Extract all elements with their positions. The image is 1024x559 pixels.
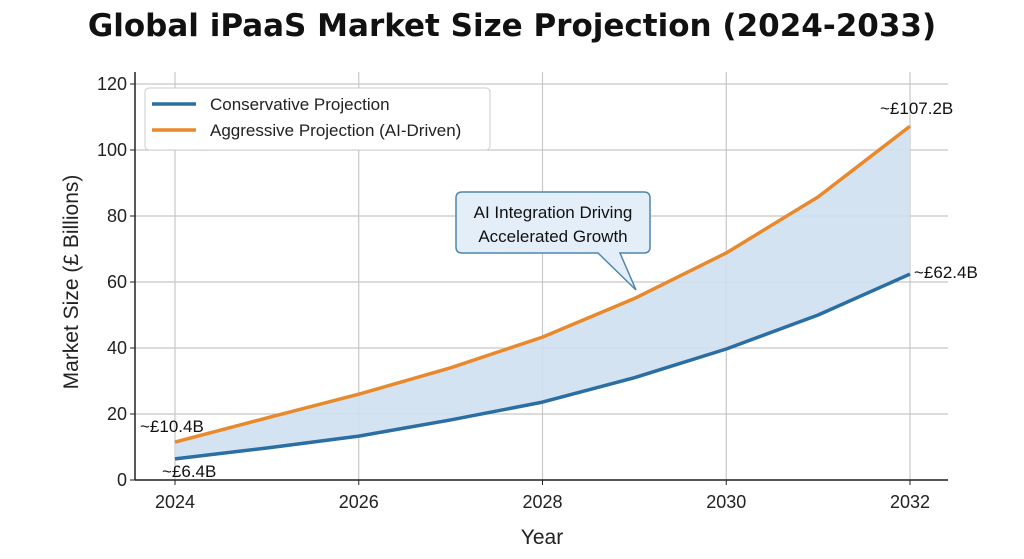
x-tick-label: 2032	[890, 492, 930, 512]
legend	[144, 87, 491, 151]
x-axis-label: Year	[521, 526, 563, 549]
y-tick-label: 100	[97, 140, 127, 160]
x-tick-label: 2024	[155, 492, 195, 512]
callout-text-line2: Accelerated Growth	[478, 227, 627, 246]
y-tick-label: 40	[107, 338, 127, 358]
start-aggressive-label: ~£10.4B	[140, 417, 204, 436]
start-conservative-label: ~£6.4B	[162, 462, 216, 481]
end-conservative-label: ~£62.4B	[914, 263, 978, 282]
y-tick-label: 80	[107, 206, 127, 226]
y-tick-label: 120	[97, 74, 127, 94]
fill-between-area	[175, 126, 910, 459]
x-tick-label: 2030	[706, 492, 746, 512]
callout-text-line1: AI Integration Driving	[474, 203, 633, 222]
end-aggressive-label: ~£107.2B	[880, 99, 953, 118]
y-tick-label: 0	[117, 470, 127, 490]
legend-label: Conservative Projection	[210, 95, 390, 114]
y-axis-label: Market Size (£ Billions)	[60, 175, 83, 390]
chart-title: Global iPaaS Market Size Projection (202…	[87, 8, 937, 44]
y-tick-label: 20	[107, 404, 127, 424]
x-tick-label: 2026	[339, 492, 379, 512]
y-tick-label: 60	[107, 272, 127, 292]
legend-label: Aggressive Projection (AI-Driven)	[210, 121, 461, 140]
x-tick-label: 2028	[522, 492, 562, 512]
callout-bubble	[455, 191, 651, 291]
